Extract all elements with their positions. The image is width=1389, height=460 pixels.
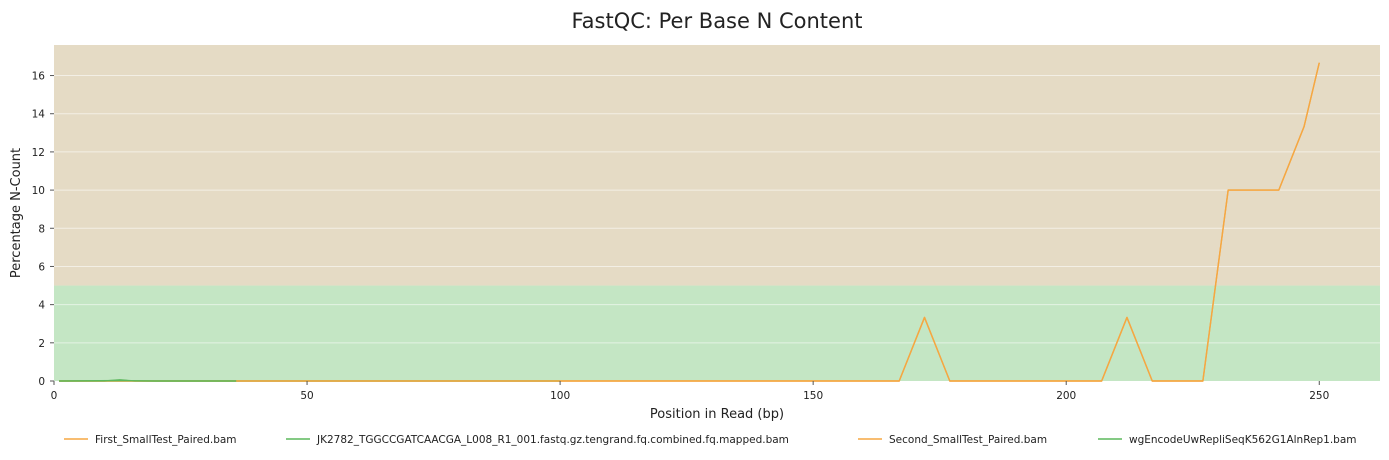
- legend-label: Second_SmallTest_Paired.bam: [889, 434, 1047, 446]
- x-axis: 0 50 100 150 200 250: [51, 381, 1329, 402]
- x-tick-label: 50: [300, 390, 313, 402]
- legend-label: JK2782_TGGCCGATCAACGA_L008_R1_001.fastq.…: [316, 434, 789, 446]
- x-tick-label: 150: [803, 390, 823, 402]
- plot-background: [54, 45, 1380, 381]
- y-axis: 0 2 4 6 8 10 12 14 16: [32, 71, 54, 388]
- y-tick-label: 8: [38, 223, 45, 235]
- y-tick-label: 0: [38, 376, 45, 388]
- legend-label: wgEncodeUwRepliSeqK562G1AlnRep1.bam: [1129, 434, 1357, 446]
- legend-label: First_SmallTest_Paired.bam: [95, 434, 237, 446]
- y-tick-label: 6: [38, 261, 45, 273]
- series-line-3[interactable]: [59, 62, 1320, 382]
- x-tick-label: 250: [1309, 390, 1329, 402]
- x-axis-label: Position in Read (bp): [650, 407, 784, 422]
- legend[interactable]: First_SmallTest_Paired.bam JK2782_TGGCCGA…: [64, 434, 1357, 446]
- gridlines: [54, 75, 1380, 344]
- band-0: [54, 285, 1380, 381]
- y-tick-label: 10: [32, 185, 45, 197]
- legend-item-4[interactable]: wgEncodeUwRepliSeqK562G1AlnRep1.bam: [1098, 434, 1357, 446]
- y-tick-label: 4: [38, 300, 45, 312]
- y-axis-label: Percentage N-Count: [9, 148, 24, 278]
- y-tick-label: 12: [32, 147, 45, 159]
- legend-item-1[interactable]: First_SmallTest_Paired.bam: [64, 434, 237, 446]
- x-tick-label: 200: [1056, 390, 1076, 402]
- y-tick-label: 16: [32, 71, 46, 83]
- chart-title: FastQC: Per Base N Content: [572, 9, 863, 33]
- y-tick-label: 14: [32, 109, 46, 121]
- x-tick-label: 100: [550, 390, 570, 402]
- y-tick-label: 2: [38, 338, 45, 350]
- legend-item-2[interactable]: JK2782_TGGCCGATCAACGA_L008_R1_001.fastq.…: [286, 434, 789, 446]
- legend-item-3[interactable]: Second_SmallTest_Paired.bam: [858, 434, 1047, 446]
- band-1: [54, 45, 1380, 286]
- x-tick-label: 0: [51, 390, 58, 402]
